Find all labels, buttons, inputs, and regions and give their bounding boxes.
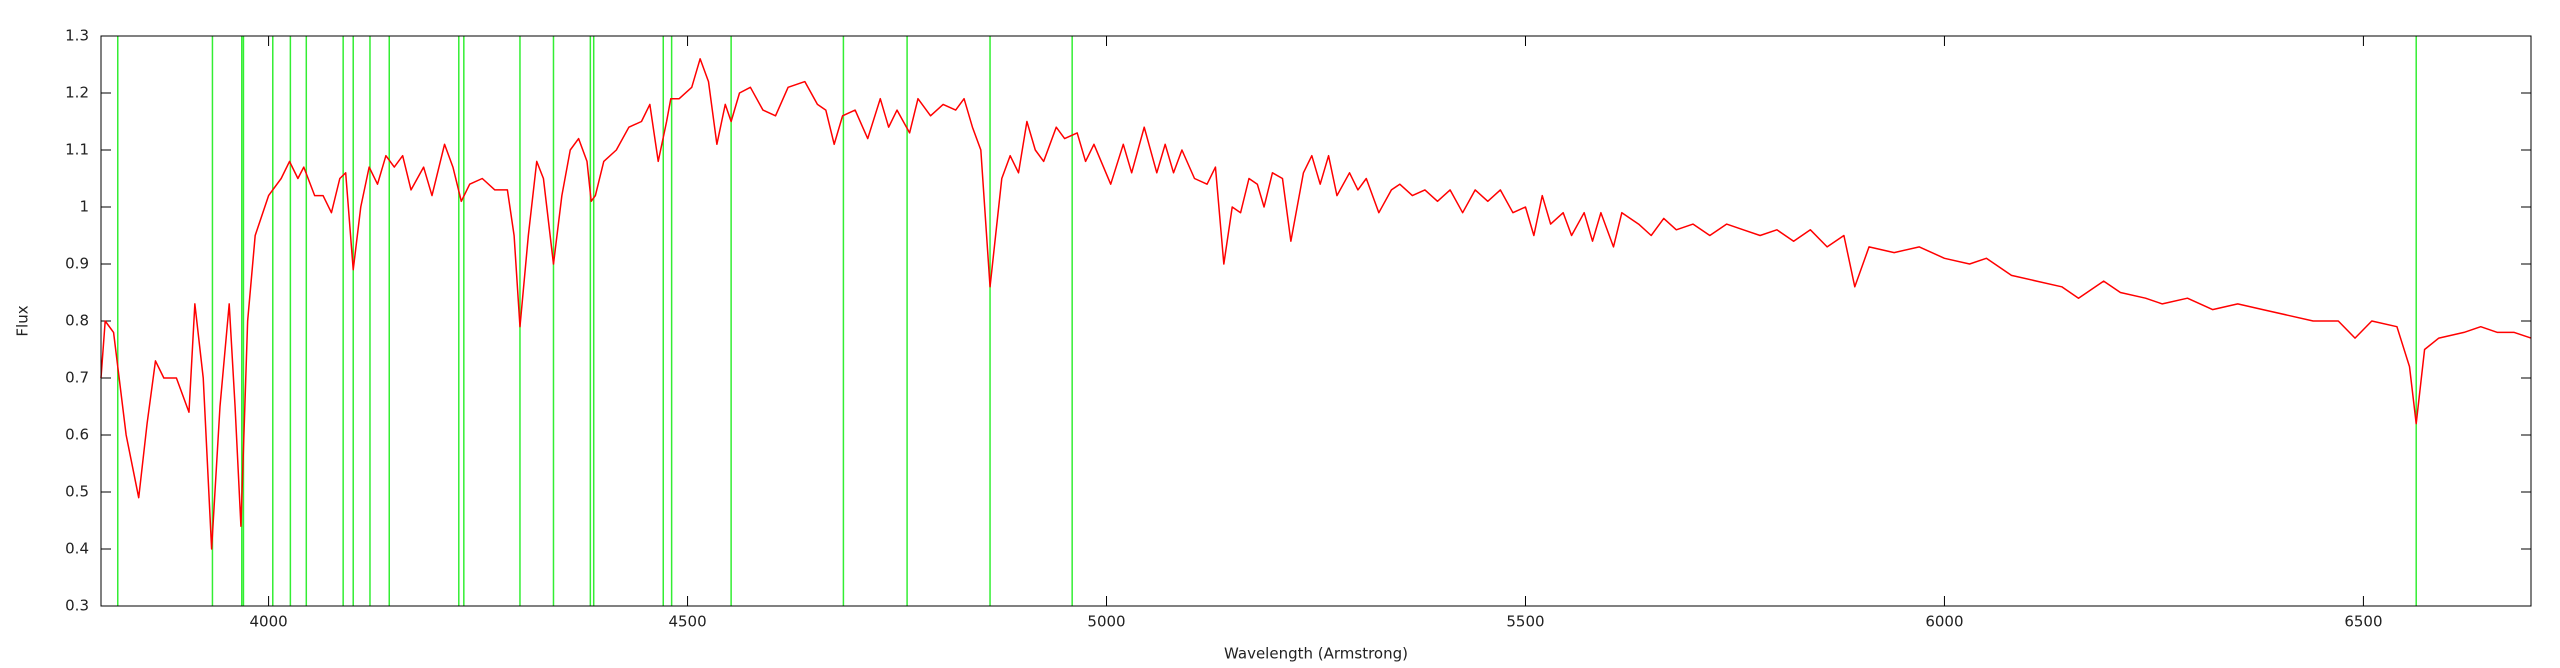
x-tick-label: 6000 [1925,613,1963,631]
y-axis-label: Flux [14,305,32,336]
y-tick-label: 0.4 [65,540,89,558]
x-tick-label: 4000 [249,613,287,631]
y-tick-label: 0.7 [65,369,89,387]
x-tick-label: 5500 [1506,613,1544,631]
x-tick-label: 4500 [668,613,706,631]
x-tick-label: 5000 [1087,613,1125,631]
plot-frame [100,35,2532,607]
spectrum-line [100,58,2532,550]
y-tick-label: 1.1 [65,141,89,159]
x-tick-label: 6500 [2344,613,2382,631]
y-tick-label: 0.5 [65,483,89,501]
y-tick-label: 1.3 [65,27,89,45]
y-tick-label: 0.3 [65,597,89,615]
x-axis-label: Wavelength (Armstrong) [1224,645,1408,663]
y-tick-label: 1.2 [65,84,89,102]
y-tick-label: 0.9 [65,255,89,273]
y-tick-label: 1 [79,198,89,216]
y-tick-label: 0.6 [65,426,89,444]
y-tick-label: 0.8 [65,312,89,330]
